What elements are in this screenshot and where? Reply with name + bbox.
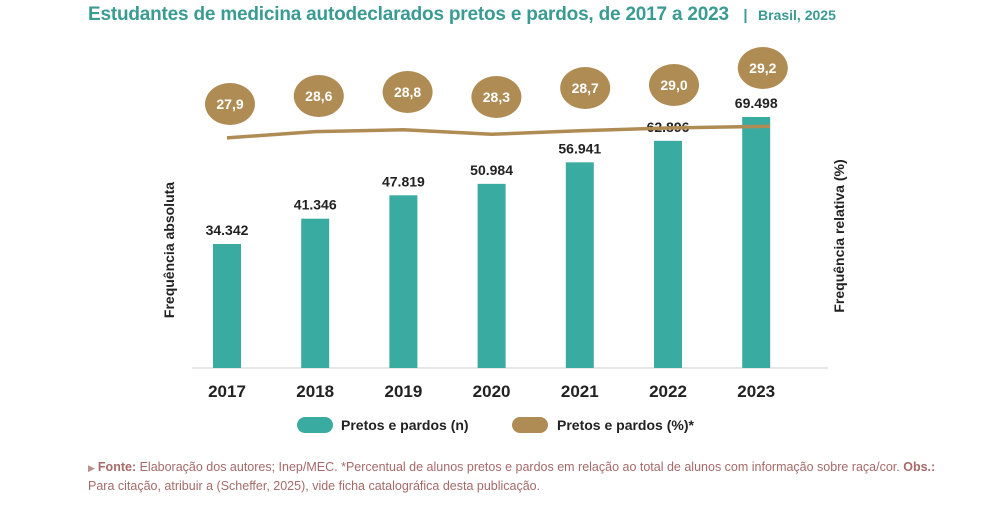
legend-label-bars: Pretos e pardos (n): [341, 417, 469, 433]
percent-label-2022: 29,0: [660, 77, 687, 93]
percent-bubble-2019: [382, 71, 433, 113]
fonte-label: Fonte:: [97, 460, 137, 474]
bar-2023: [742, 117, 771, 368]
triangle-bullet-icon: ▶: [88, 463, 95, 473]
percent-bubble-2023: [737, 47, 788, 89]
x-tick-label-2021: 2021: [561, 382, 599, 401]
percent-bubble-2022: [649, 64, 699, 106]
chart-subtitle: Brasil, 2025: [758, 7, 836, 23]
bar-value-label-2020: 50.984: [470, 162, 513, 178]
x-tick-label-2023: 2023: [737, 382, 775, 401]
y-axis-title-left: Frequência absoluta: [161, 182, 177, 318]
percent-bubble-2018: [293, 75, 344, 117]
percent-label-2023: 29,2: [749, 60, 776, 76]
x-tick-label-2020: 2020: [473, 382, 511, 401]
bar-2020: [477, 183, 506, 368]
percent-bubble-2021: [560, 67, 611, 109]
bar-value-label-2018: 41.346: [294, 197, 337, 213]
x-tick-label-2022: 2022: [649, 382, 687, 401]
bar-value-label-2023: 69.498: [735, 95, 778, 111]
chart-title-row: Estudantes de medicina autodeclarados pr…: [88, 4, 836, 26]
legend-swatch-line: [512, 417, 548, 433]
footnote: ▶ Fonte: Elaboração dos autores; Inep/MEC…: [88, 458, 948, 495]
fonte-text: Elaboração dos autores; Inep/MEC. *Perce…: [136, 460, 904, 474]
percent-label-2017: 27,9: [216, 96, 243, 112]
x-tick-label-2018: 2018: [296, 382, 334, 401]
bar-2019: [389, 195, 418, 368]
percent-label-2018: 28,6: [305, 88, 332, 104]
percent-line: [226, 124, 771, 140]
percent-label-2021: 28,7: [572, 80, 599, 96]
bar-2022: [654, 140, 682, 368]
chart-title: Estudantes de medicina autodeclarados pr…: [88, 4, 729, 25]
percent-bubble-2020: [471, 76, 522, 118]
legend-swatch-bars: [297, 417, 333, 433]
y-axis-title-right: Frequência relativa (%): [831, 159, 847, 312]
title-separator: |: [743, 7, 748, 24]
x-tick-label-2017: 2017: [208, 382, 246, 401]
x-tick-label-2019: 2019: [384, 382, 422, 401]
percent-bubble-2017: [205, 83, 255, 125]
legend-label-line: Pretos e pardos (%)*: [557, 417, 694, 433]
percent-label-2019: 28,8: [394, 84, 421, 100]
percent-label-2020: 28,3: [483, 89, 510, 105]
bar-value-label-2019: 47.819: [382, 173, 425, 189]
bar-2021: [565, 162, 594, 368]
bar-value-label-2021: 56.941: [558, 140, 601, 156]
obs-text: Para citação, atribuir a (Scheffer, 2025…: [88, 479, 541, 493]
obs-label: Obs.:: [903, 460, 936, 474]
bar-2018: [301, 218, 330, 368]
bar-2017: [213, 243, 241, 368]
bar-value-label-2017: 34.342: [206, 222, 249, 238]
